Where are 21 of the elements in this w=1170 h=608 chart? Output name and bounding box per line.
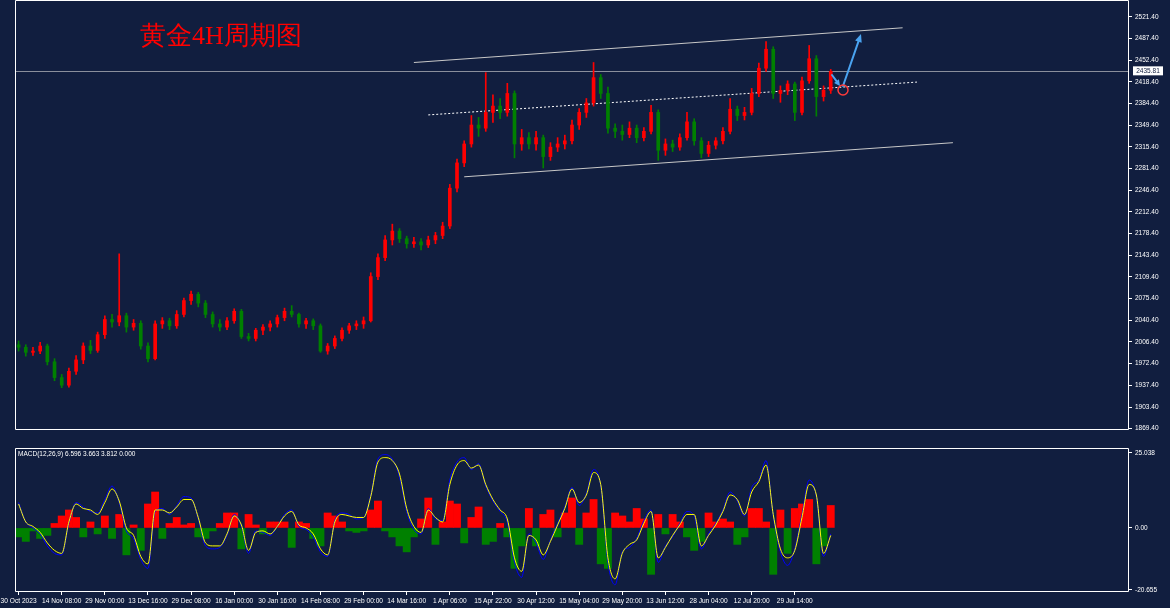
bar: [654, 514, 663, 528]
bar: [79, 528, 88, 538]
bar: [460, 528, 469, 544]
text: 黄金4H周期图: [140, 21, 302, 50]
bar: [826, 505, 835, 528]
bar: [575, 528, 584, 545]
bar: [158, 528, 167, 539]
bar: [108, 528, 116, 539]
bar: [647, 528, 655, 575]
bar: [496, 523, 505, 528]
bar: [93, 528, 102, 535]
bar: [524, 508, 533, 528]
bar: [136, 528, 145, 551]
bar: [100, 515, 109, 528]
bar: [115, 514, 124, 528]
bar: [129, 524, 138, 528]
bar: [769, 528, 778, 575]
bar: [122, 528, 131, 556]
bar: [783, 528, 792, 554]
bar: [287, 528, 296, 548]
bar: [431, 528, 440, 545]
